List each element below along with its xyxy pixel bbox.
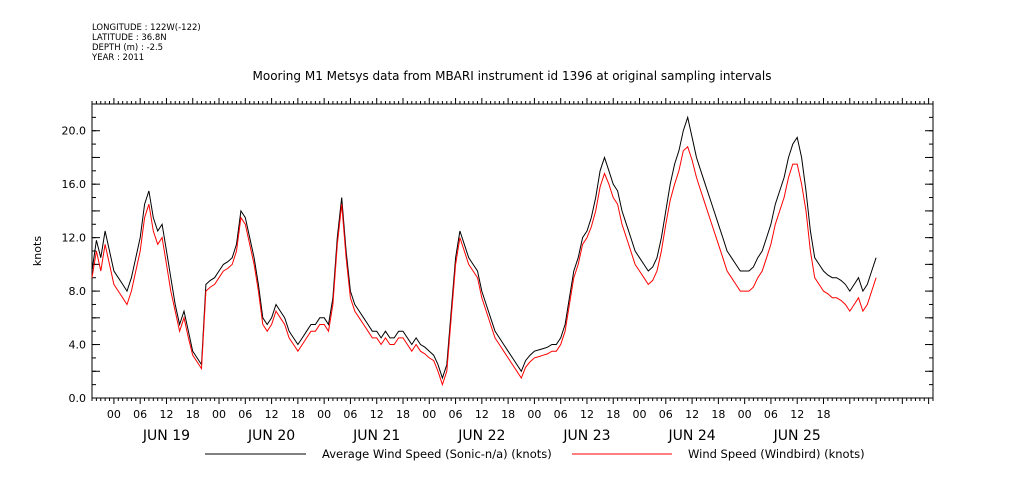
legend-label-average: Average Wind Speed (Sonic-n/a) (knots) <box>322 447 552 461</box>
y-axis-label: knots <box>31 236 44 266</box>
x-axis: 00 06 12 18 00 06 12 18 00 06 12 18 00 06 12 18 00 06 12 18… <box>91 98 934 444</box>
x-hour-label: 06 <box>764 408 778 421</box>
meta-year: YEAR : 2011 <box>91 53 144 63</box>
x-hour-label: 18 <box>186 408 200 421</box>
x-hour-label: 12 <box>475 408 489 421</box>
x-hour-label: 00 <box>422 408 436 421</box>
metadata-block: LONGITUDE : 122W(-122) LATITUDE : 36.8N … <box>91 23 201 63</box>
y-tick-label: 0.0 <box>69 392 87 405</box>
series-line-average-wind-speed <box>91 115 877 380</box>
x-day-label: JUN 23 <box>562 428 610 444</box>
meta-longitude: LONGITUDE : 122W(-122) <box>92 23 201 33</box>
x-hour-label: 06 <box>343 408 357 421</box>
chart-title: Mooring M1 Metsys data from MBARI instru… <box>253 69 772 83</box>
x-hour-label: 00 <box>527 408 541 421</box>
x-hour-label: 06 <box>238 408 252 421</box>
meta-latitude: LATITUDE : 36.8N <box>92 33 167 43</box>
y-tick-label: 16.0 <box>62 178 87 191</box>
x-hour-label: 18 <box>711 408 725 421</box>
x-hour-label: 06 <box>449 408 463 421</box>
x-hour-label: 12 <box>685 408 699 421</box>
x-hour-label: 12 <box>370 408 384 421</box>
x-hour-label: 06 <box>554 408 568 421</box>
legend-label-windbird: Wind Speed (Windbird) (knots) <box>688 447 865 461</box>
x-hour-label: 00 <box>633 408 647 421</box>
x-hour-label: 00 <box>317 408 331 421</box>
x-hour-label: 12 <box>790 408 804 421</box>
x-hour-label: 18 <box>501 408 515 421</box>
x-hour-label: 18 <box>396 408 410 421</box>
legend: Average Wind Speed (Sonic-n/a) (knots) W… <box>205 447 865 461</box>
y-tick-label: 20.0 <box>62 125 87 138</box>
x-day-label: JUN 24 <box>668 428 716 444</box>
x-hour-label: 06 <box>659 408 673 421</box>
series-line-windbird <box>91 145 877 387</box>
x-hour-label: 00 <box>738 408 752 421</box>
plot-frame <box>91 103 934 399</box>
series-layer <box>91 115 877 387</box>
x-hour-label: 18 <box>291 408 305 421</box>
x-day-label: JUN 19 <box>142 428 190 444</box>
y-tick-label: 12.0 <box>62 232 87 245</box>
x-hour-label: 00 <box>107 408 121 421</box>
x-hour-label: 18 <box>606 408 620 421</box>
x-day-label: JUN 25 <box>773 428 821 444</box>
x-hour-label: 12 <box>580 408 594 421</box>
x-hour-label: 12 <box>265 408 279 421</box>
y-axis: 0.0 4.0 8.0 12.0 16.0 20.0 <box>62 103 933 405</box>
y-tick-label: 8.0 <box>69 285 87 298</box>
x-hour-label: 12 <box>159 408 173 421</box>
x-hour-label: 00 <box>212 408 226 421</box>
meta-depth: DEPTH (m) : -2.5 <box>92 43 163 53</box>
y-tick-label: 4.0 <box>69 339 87 352</box>
x-day-label: JUN 22 <box>457 428 505 444</box>
x-day-label: JUN 21 <box>352 428 400 444</box>
x-hour-label: 06 <box>133 408 147 421</box>
x-day-label: JUN 20 <box>247 428 295 444</box>
x-hour-label: 18 <box>816 408 830 421</box>
